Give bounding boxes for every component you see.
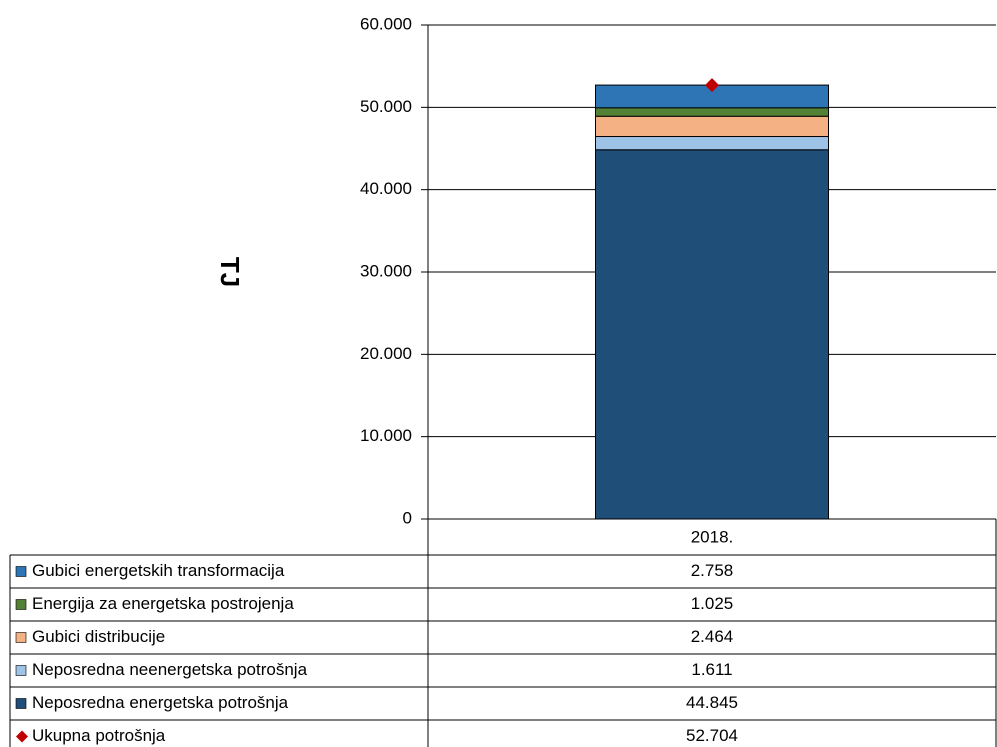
y-tick-label: 30.000 (360, 261, 412, 280)
y-tick-label: 60.000 (360, 14, 412, 33)
bar-segment (595, 136, 829, 151)
legend-label: Ukupna potrošnja (32, 726, 166, 745)
data-label: 2.464 (691, 627, 734, 646)
legend-swatch (15, 698, 27, 709)
legend-label: Gubici energetskih transformacija (32, 561, 285, 580)
legend-marker (16, 730, 28, 743)
x-tick-label: 2018. (691, 527, 734, 546)
data-label: 44.845 (686, 693, 738, 712)
data-label: 1.611 (691, 660, 732, 679)
y-tick-label: 40.000 (360, 179, 412, 198)
legend-label: Neposredna neenergetska potrošnja (32, 660, 308, 679)
legend-label: Energija za energetska postrojenja (32, 594, 294, 613)
y-tick-label: 50.000 (360, 97, 412, 116)
legend-swatch (15, 632, 27, 643)
bar-segment (595, 115, 829, 138)
y-axis-label: TJ (215, 257, 245, 287)
data-label: 52.704 (686, 726, 738, 745)
y-tick-label: 20.000 (360, 344, 412, 363)
legend-label: Gubici distribucije (32, 627, 165, 646)
legend-swatch (15, 599, 27, 610)
legend-label: Neposredna energetska potrošnja (32, 693, 289, 712)
data-label: 2.758 (691, 561, 734, 580)
data-label: 1.025 (691, 594, 734, 613)
total-marker (705, 78, 719, 93)
bar-segment (595, 107, 829, 117)
legend-swatch (15, 566, 27, 577)
y-tick-label: 0 (403, 508, 412, 527)
y-tick-label: 10.000 (360, 426, 412, 445)
legend-swatch (15, 665, 27, 676)
bar-segment (595, 149, 829, 520)
